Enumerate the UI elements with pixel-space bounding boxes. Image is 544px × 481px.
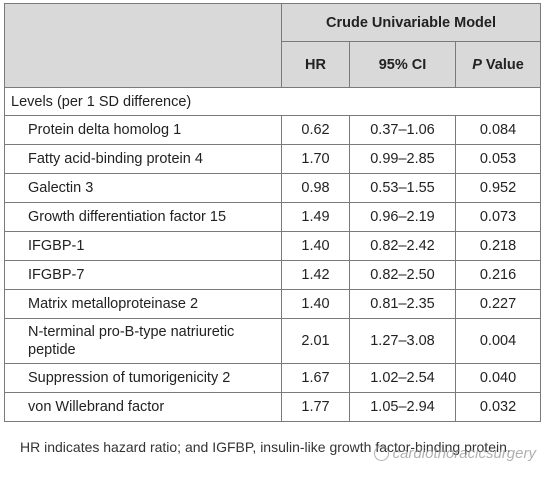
row-ci: 1.05–2.94 — [349, 392, 456, 422]
header-empty-cell — [4, 3, 282, 88]
row-p-value: 0.073 — [454, 202, 542, 232]
model-header-row: Crude Univariable Model — [4, 3, 542, 88]
section-label: Levels (per 1 SD difference) — [3, 87, 542, 116]
row-p-value: 0.032 — [454, 392, 542, 422]
table-body: Protein delta homolog 1 0.62 0.37–1.06 0.08… — [4, 115, 542, 422]
wechat-logo-icon — [373, 446, 389, 461]
row-name: Matrix metalloproteinase 2 — [4, 289, 282, 319]
row-ci: 1.02–2.54 — [349, 363, 456, 393]
row-p-value: 0.218 — [454, 231, 542, 261]
row-ci: 0.99–2.85 — [349, 144, 456, 174]
row-name: Fatty acid-binding protein 4 — [4, 144, 282, 174]
row-hr: 0.98 — [281, 173, 350, 203]
table-row: Fatty acid-binding protein 4 1.70 0.99–2.8… — [4, 144, 542, 174]
row-name: N-terminal pro-B-type natriuretic peptid… — [4, 318, 282, 364]
table-row: Matrix metalloproteinase 2 1.40 0.81–2.35 0… — [4, 289, 542, 319]
col-header-p-rest: Value — [481, 56, 524, 73]
col-header-p: P Value — [454, 41, 542, 88]
row-ci: 0.82–2.42 — [349, 231, 456, 261]
row-name: Suppression of tumorigenicity 2 — [4, 363, 282, 393]
row-name: IFGBP-1 — [4, 231, 282, 261]
row-p-value: 0.084 — [454, 115, 542, 145]
model-header: Crude Univariable Model — [280, 3, 542, 42]
row-hr: 2.01 — [281, 318, 350, 364]
table-row: Protein delta homolog 1 0.62 0.37–1.06 0.08… — [4, 115, 542, 145]
row-hr: 1.40 — [281, 289, 350, 319]
row-hr: 1.70 — [281, 144, 350, 174]
table-row: Galectin 3 0.98 0.53–1.55 0.952 — [4, 173, 542, 203]
col-header-p-italic: P — [472, 56, 482, 73]
row-ci: 0.96–2.19 — [349, 202, 456, 232]
row-name: Galectin 3 — [4, 173, 282, 203]
row-name: von Willebrand factor — [4, 392, 282, 422]
row-hr: 1.77 — [281, 392, 350, 422]
column-header-row: HR 95% CI P Value — [5, 41, 542, 88]
watermark-text: cardiothoracicsurgery — [392, 445, 536, 462]
row-p-value: 0.227 — [454, 289, 542, 319]
row-name: IFGBP-7 — [4, 260, 282, 290]
row-p-value: 0.040 — [454, 363, 542, 393]
row-ci: 0.82–2.50 — [349, 260, 456, 290]
row-hr: 1.67 — [281, 363, 350, 393]
row-p-value: 0.216 — [454, 260, 542, 290]
col-header-hr: HR — [281, 41, 350, 88]
table-row: IFGBP-1 1.40 0.82–2.42 0.218 — [4, 231, 542, 261]
row-p-value: 0.004 — [454, 318, 542, 364]
results-table: Crude Univariable Model HR 95% CI P Valu… — [3, 3, 542, 422]
watermark: cardiothoracicsurgery — [373, 445, 536, 462]
col-header-ci: 95% CI — [349, 41, 456, 88]
row-ci: 0.81–2.35 — [349, 289, 456, 319]
row-p-value: 0.053 — [454, 144, 542, 174]
row-p-value: 0.952 — [454, 173, 542, 203]
row-name: Protein delta homolog 1 — [4, 115, 282, 145]
row-hr: 1.49 — [281, 202, 350, 232]
row-hr: 0.62 — [281, 115, 350, 145]
row-ci: 0.37–1.06 — [349, 115, 456, 145]
table-row: N-terminal pro-B-type natriuretic peptid… — [4, 318, 542, 364]
row-hr: 1.42 — [281, 260, 350, 290]
row-name: Growth differentiation factor 15 — [4, 202, 282, 232]
section-row: Levels (per 1 SD difference) — [3, 87, 542, 116]
table-row: Growth differentiation factor 15 1.49 0.96… — [4, 202, 542, 232]
row-hr: 1.40 — [281, 231, 350, 261]
table-row: von Willebrand factor 1.77 1.05–2.94 0.032 — [4, 392, 542, 422]
table-row: Suppression of tumorigenicity 2 1.67 1.02–… — [4, 363, 542, 393]
row-ci: 1.27–3.08 — [349, 318, 456, 364]
row-ci: 0.53–1.55 — [349, 173, 456, 203]
table-row: IFGBP-7 1.42 0.82–2.50 0.216 — [4, 260, 542, 290]
